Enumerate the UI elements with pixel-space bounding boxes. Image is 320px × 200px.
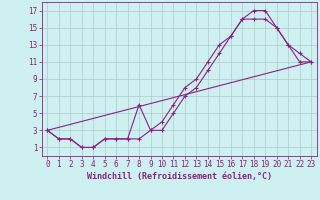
X-axis label: Windchill (Refroidissement éolien,°C): Windchill (Refroidissement éolien,°C) [87,172,272,181]
